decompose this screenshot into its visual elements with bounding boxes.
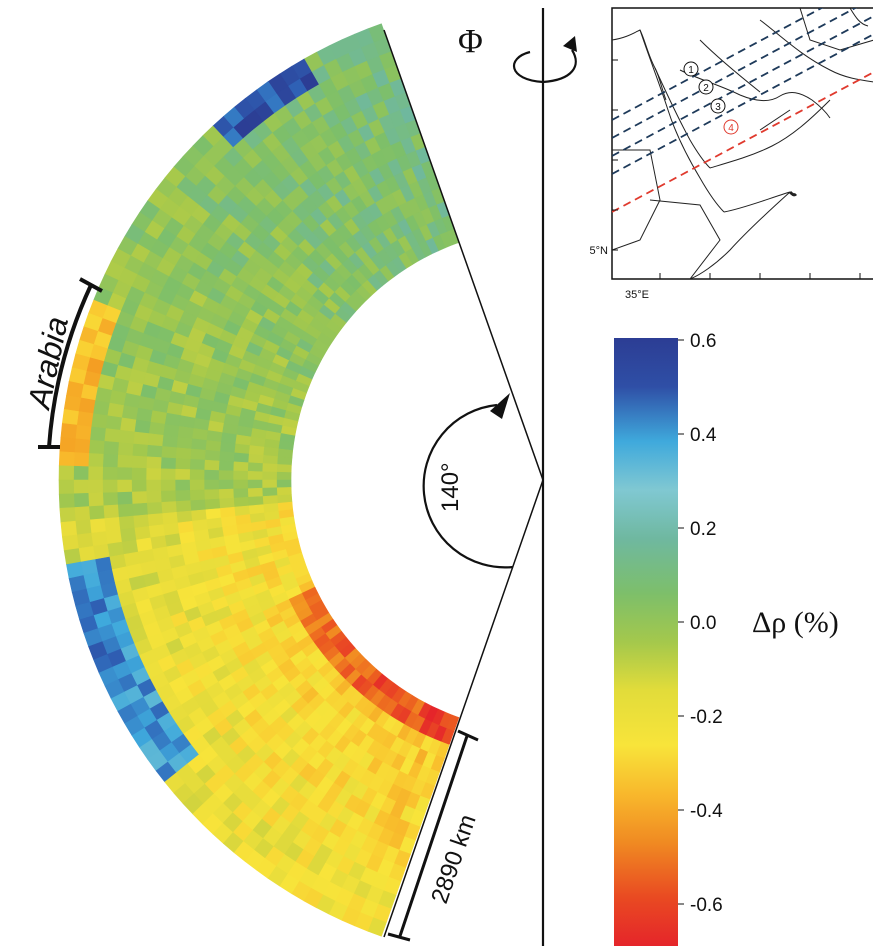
axis-phi-label: Φ (458, 23, 483, 60)
wedge-edge-bottom (383, 479, 544, 938)
angle-arc (422, 393, 514, 569)
profile-marker-3: 3 (710, 98, 726, 114)
map-latitude-label: 5°N (590, 245, 609, 257)
profile-marker-2: 2 (698, 79, 714, 95)
depth-scale-bar (387, 729, 479, 942)
svg-text:1: 1 (688, 65, 694, 76)
colorbar-ticks: 0.6 0.4 0.2 0.0 -0.2 -0.4 -0.6 (678, 331, 723, 916)
map-longitude-label: 35°E (625, 289, 649, 301)
colorbar-tick-label: -0.4 (690, 801, 723, 822)
svg-text:2: 2 (703, 83, 709, 94)
colorbar-tick-label: 0.2 (690, 519, 716, 540)
colorbar-label: Δρ (%) (752, 606, 839, 639)
colorbar-tick-label: 0.6 (690, 331, 716, 352)
wedge-edge-top (383, 29, 544, 481)
colorbar-tick-label: -0.2 (690, 707, 723, 728)
depth-label: 2890 km (426, 811, 482, 907)
tomography-cross-section (58, 23, 460, 937)
rotation-arrow-icon (513, 36, 577, 84)
svg-text:3: 3 (715, 102, 721, 113)
profile-marker-4: 4 (723, 119, 739, 135)
colorbar-tick-label: 0.4 (690, 425, 717, 446)
arabia-bracket (38, 277, 103, 449)
colorbar (614, 338, 678, 946)
profile-marker-1: 1 (683, 61, 699, 77)
colorbar-tick-label: 0.0 (690, 613, 716, 634)
location-map: 1 2 3 4 5°N 35°E (590, 7, 873, 301)
colorbar-tick-label: -0.6 (690, 895, 723, 916)
angle-label: 140° (437, 462, 464, 512)
svg-text:4: 4 (728, 123, 734, 134)
